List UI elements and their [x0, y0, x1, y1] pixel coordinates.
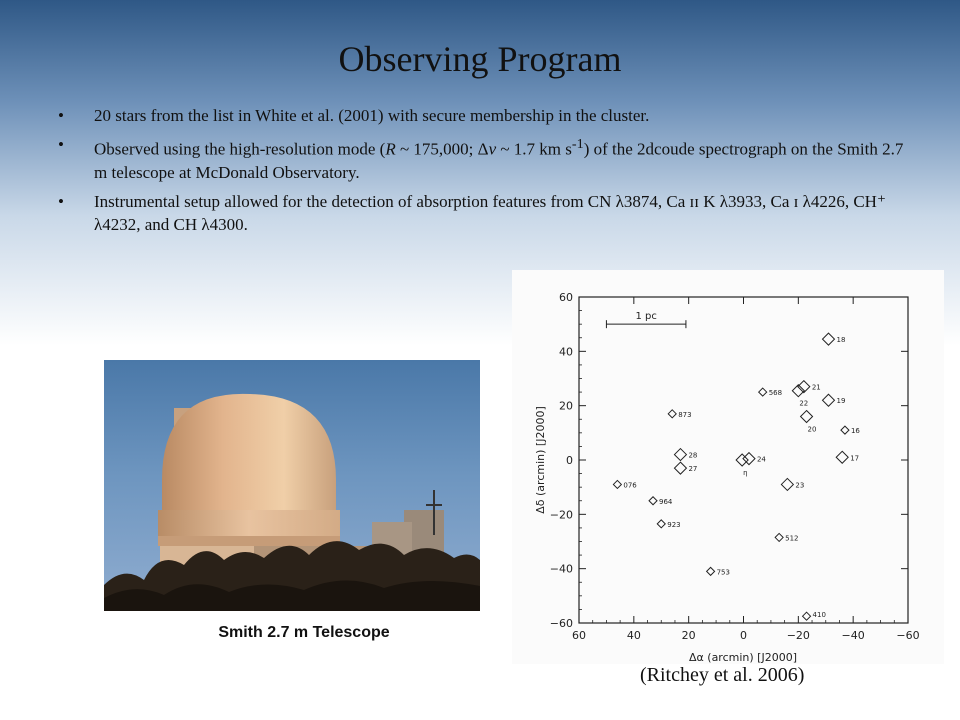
- star-marker: [840, 425, 850, 435]
- bullet-text-part: ~ 175,000; Δ: [395, 139, 489, 159]
- bullet-item: Instrumental setup allowed for the detec…: [58, 190, 918, 236]
- star-marker: [835, 450, 849, 464]
- star-label: 410: [813, 611, 826, 619]
- y-tick-label: 40: [559, 345, 573, 358]
- star-marker: [648, 496, 658, 506]
- bullet-list: 20 stars from the list in White et al. (…: [58, 104, 918, 242]
- star-marker: [780, 477, 795, 492]
- velocity-symbol: v: [488, 139, 497, 159]
- star-marker: [801, 611, 812, 621]
- star-label: 27: [688, 465, 697, 473]
- star-marker: [774, 532, 784, 543]
- photo-caption: Smith 2.7 m Telescope: [218, 624, 390, 641]
- bullet-text-part: Observed using the high-resolution mode …: [94, 139, 386, 159]
- star-label: 18: [836, 336, 845, 344]
- x-tick-label: 60: [572, 629, 586, 642]
- star-label: 923: [667, 521, 680, 529]
- star-label: 28: [688, 452, 697, 460]
- telescope-photo: [104, 360, 480, 611]
- slide-title: Observing Program: [338, 39, 622, 79]
- x-tick-label: −40: [842, 629, 865, 642]
- exponent: -1: [571, 136, 584, 152]
- star-label: 21: [812, 384, 821, 392]
- star-label: 19: [836, 397, 845, 405]
- star-label: 753: [717, 568, 730, 576]
- star-position-chart: 60 40 20 0 −20 −40 −60 60 40 20 0 −20 −40 −60 1 pc 18…: [512, 270, 944, 664]
- star-marker: [705, 566, 716, 577]
- resolution-symbol: R: [385, 139, 396, 159]
- star-marker: [797, 379, 811, 394]
- star-marker: [612, 479, 623, 490]
- star-label: 076: [623, 481, 637, 489]
- star-label: 512: [785, 534, 798, 542]
- bullet-text-part: ) of the 2dcoude spectrograph on the Smi…: [94, 139, 904, 182]
- x-tick-label: 0: [740, 629, 747, 642]
- star-label: 17: [850, 454, 859, 462]
- y-axis-label: Δδ (arcmin) [J2000]: [534, 406, 547, 513]
- star-label: 964: [659, 498, 673, 506]
- y-tick-label: 20: [559, 400, 573, 413]
- star-label: 22: [799, 400, 808, 408]
- bullet-text-part: ~ 1.7 km s: [496, 139, 572, 159]
- bullet-text: Instrumental setup allowed for the detec…: [94, 191, 886, 234]
- star-label: 873: [678, 411, 691, 419]
- y-tick-label: 0: [566, 454, 573, 467]
- x-tick-label: −20: [787, 629, 810, 642]
- x-tick-label: 20: [682, 629, 696, 642]
- x-tick-label: −60: [896, 629, 919, 642]
- star-marker: [735, 453, 749, 467]
- x-tick-label: 40: [627, 629, 641, 642]
- star-marker: [821, 332, 836, 346]
- scale-bar-label: 1 pc: [635, 311, 656, 322]
- y-tick-label: 60: [559, 291, 573, 304]
- star-label: 20: [808, 426, 817, 434]
- star-marker: [673, 461, 688, 475]
- star-label: 23: [795, 481, 804, 489]
- star-label: 16: [851, 427, 860, 435]
- bullet-item: Observed using the high-resolution mode …: [58, 133, 918, 184]
- star-marker: [667, 409, 677, 419]
- star-marker: [673, 447, 688, 462]
- star-marker: [656, 519, 666, 529]
- y-tick-label: −40: [550, 563, 573, 576]
- star-marker: [791, 384, 806, 398]
- star-label: 24: [757, 456, 766, 464]
- y-tick-label: −60: [550, 617, 573, 630]
- observatory-dome-image: [104, 393, 480, 611]
- star-marker: [757, 387, 768, 397]
- x-axis-label: Δα (arcmin) [J2000]: [689, 651, 797, 664]
- bullet-item: 20 stars from the list in White et al. (…: [58, 104, 918, 127]
- star-marker: [821, 393, 836, 407]
- star-label: 568: [769, 389, 782, 397]
- star-label: η: [743, 469, 747, 477]
- citation-credit: (Ritchey et al. 2006): [640, 664, 805, 686]
- y-tick-label: −20: [550, 508, 573, 521]
- star-marker: [799, 409, 814, 424]
- bullet-text: 20 stars from the list in White et al. (…: [94, 106, 650, 125]
